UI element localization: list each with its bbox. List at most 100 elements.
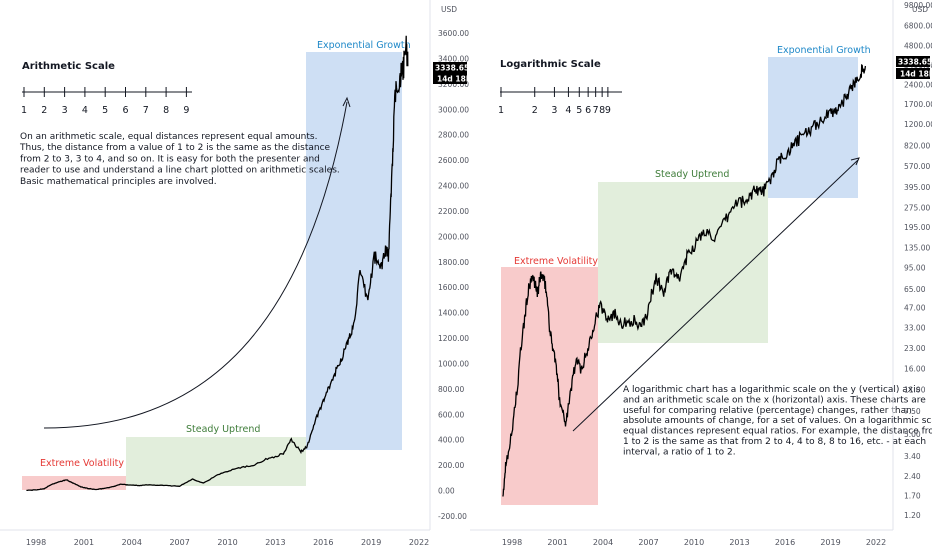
right-red-zone-label: Extreme Volatility (514, 256, 598, 267)
left-x-tick-label: 1998 (26, 538, 46, 547)
left-price-badge-text: 3338.65 (435, 64, 469, 73)
log-number-line-label: 1 (498, 105, 504, 116)
right-paragraph-line: absolute amounts of change, for a set of… (623, 416, 932, 426)
logarithmic-panel: Extreme Volatility Steady Uptrend Expone… (470, 0, 932, 547)
right-paragraph-line: useful for comparing relative (percentag… (623, 406, 912, 416)
right-y-tick-label: 47.00 (904, 303, 926, 312)
right-y-tick-label: 820.00 (904, 141, 930, 150)
right-y-tick-label: 23.00 (904, 344, 926, 353)
right-paragraph-line: and an arithmetic scale on the x (horizo… (623, 395, 926, 405)
left-paragraph-line: Thus, the distance from a value of 1 to … (19, 143, 331, 153)
arithmetic-number-line: 1 2 3 4 5 6 7 8 9 (21, 87, 192, 116)
left-green-zone (126, 437, 306, 486)
right-y-tick-label: 33.00 (904, 323, 926, 332)
right-y-tick-label: 1.70 (904, 491, 921, 500)
right-x-tick-label: 2022 (866, 538, 886, 547)
number-line-label: 1 (21, 105, 27, 116)
right-blue-zone (768, 57, 858, 198)
left-x-tick-label: 2010 (217, 538, 237, 547)
left-price-badge (433, 62, 467, 73)
log-number-line-label: 8 (599, 105, 605, 116)
exponential-arrow-curve (43, 101, 348, 429)
right-price-badge (896, 56, 930, 67)
log-number-line-label: 9 (605, 105, 611, 116)
right-y-tick-label: 7.50 (904, 407, 921, 416)
right-y-tick-label: 275.00 (904, 203, 930, 212)
left-y-tick-label: -200.00 (438, 512, 467, 521)
number-line-label: 7 (143, 105, 149, 116)
right-paragraph-line: interval, a ratio of 1 to 2. (623, 447, 736, 457)
left-red-zone-label: Extreme Volatility (40, 458, 124, 469)
left-currency-label: USD (441, 5, 457, 14)
number-line-label: 9 (183, 105, 189, 116)
right-y-axis: 1.20 1.70 2.40 3.40 5.00 7.50 11.00 16.00 23.00 3… (904, 1, 932, 520)
left-y-tick-label: 2800.00 (438, 131, 469, 140)
right-x-tick-label: 2004 (593, 538, 613, 547)
right-time-badge-text: 14d 18h (900, 70, 932, 79)
left-y-tick-label: 600.00 (438, 410, 464, 419)
number-line-label: 2 (41, 105, 47, 116)
left-y-tick-label: 2000.00 (438, 232, 469, 241)
right-green-zone-label: Steady Uptrend (655, 169, 729, 180)
right-y-tick-label: 3.40 (904, 452, 921, 461)
left-paragraph-line: from 2 to 3, 3 to 4, and so on. It is ea… (20, 154, 320, 164)
right-title: Logarithmic Scale (500, 59, 601, 70)
right-y-tick-label: 570.00 (904, 162, 930, 171)
right-currency-label: USD (912, 5, 928, 14)
number-line-label: 3 (62, 105, 68, 116)
right-paragraph-line: 1 to 2 is the same as that from 2 to 4, … (623, 437, 926, 447)
right-y-tick-label: 65.00 (904, 285, 926, 294)
left-y-tick-label: 2200.00 (438, 207, 469, 216)
log-number-line-label: 4 (565, 105, 571, 116)
left-y-tick-label: 0.00 (438, 487, 455, 496)
left-blue-zone-label: Exponential Growth (317, 40, 411, 51)
left-x-axis: 1998 2001 2004 2007 2010 2013 2016 2019 2022 (26, 538, 429, 547)
right-y-tick-label: 1200.00 (904, 120, 932, 129)
right-x-tick-label: 2007 (638, 538, 658, 547)
left-x-tick-label: 2022 (409, 538, 429, 547)
left-y-tick-label: 1200.00 (438, 334, 469, 343)
left-x-tick-label: 2019 (361, 538, 381, 547)
right-x-tick-label: 2001 (547, 538, 567, 547)
left-time-badge (433, 73, 467, 84)
log-number-line-label: 5 (576, 105, 582, 116)
right-x-tick-label: 2019 (820, 538, 840, 547)
left-y-tick-label: 1600.00 (438, 283, 469, 292)
left-y-tick-label: 1400.00 (438, 309, 469, 318)
log-arrow-line (572, 159, 859, 432)
left-paragraph-line: Basic mathematical principles are involv… (20, 177, 217, 187)
left-y-tick-label: 800.00 (438, 385, 464, 394)
right-y-tick-label: 6800.00 (904, 22, 932, 31)
left-y-tick-label: 400.00 (438, 436, 464, 445)
right-x-tick-label: 2016 (775, 538, 795, 547)
right-price-line (502, 63, 867, 497)
log-number-line-label: 7 (593, 105, 599, 116)
left-paragraph-line: reader to use and understand a line char… (20, 166, 340, 176)
right-y-tick-label: 1700.00 (904, 100, 932, 109)
left-x-tick-label: 2007 (169, 538, 189, 547)
right-y-tick-label: 5.00 (904, 430, 921, 439)
right-paragraph-line: A logarithmic chart has a logarithmic sc… (623, 385, 921, 395)
right-y-tick-label: 2400.00 (904, 81, 932, 90)
right-time-badge (896, 68, 930, 79)
log-number-line-label: 6 (585, 105, 591, 116)
number-line-label: 6 (122, 105, 128, 116)
left-y-tick-label: 3400.00 (438, 54, 469, 63)
right-description: A logarithmic chart has a logarithmic sc… (623, 385, 932, 457)
right-y-tick-label: 395.00 (904, 183, 930, 192)
right-paragraph-line: equal distances represent equal ratios. … (623, 427, 932, 437)
right-x-tick-label: 2010 (684, 538, 704, 547)
left-y-tick-label: 200.00 (438, 461, 464, 470)
log-number-line-label: 3 (551, 105, 557, 116)
right-red-zone (501, 267, 598, 505)
right-y-tick-label: 4800.00 (904, 41, 932, 50)
number-line-label: 8 (163, 105, 169, 116)
right-green-zone (598, 182, 768, 343)
right-y-tick-label: 1.20 (904, 511, 921, 520)
left-x-tick-label: 2013 (265, 538, 285, 547)
right-y-tick-label: 95.00 (904, 263, 926, 272)
number-line-label: 4 (82, 105, 88, 116)
left-y-tick-label: 2600.00 (438, 156, 469, 165)
left-y-tick-label: 3200.00 (438, 80, 469, 89)
left-paragraph-line: On an arithmetic scale, equal distances … (20, 132, 317, 142)
